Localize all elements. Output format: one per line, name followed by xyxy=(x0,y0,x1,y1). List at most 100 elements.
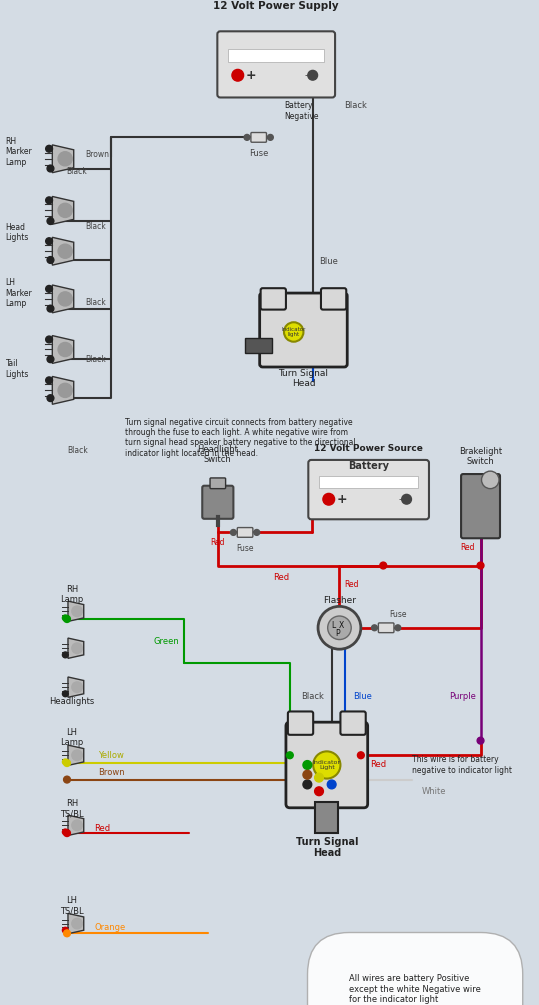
Circle shape xyxy=(267,135,273,141)
Circle shape xyxy=(46,238,52,244)
Circle shape xyxy=(72,681,82,692)
Circle shape xyxy=(72,606,82,616)
Bar xyxy=(319,476,418,487)
FancyBboxPatch shape xyxy=(378,623,394,633)
Polygon shape xyxy=(52,336,74,364)
Circle shape xyxy=(46,146,52,152)
FancyBboxPatch shape xyxy=(286,723,368,808)
Circle shape xyxy=(328,616,351,639)
Circle shape xyxy=(58,383,72,397)
Text: Headlights: Headlights xyxy=(49,697,94,707)
Circle shape xyxy=(46,197,52,204)
Text: Green: Green xyxy=(153,637,179,646)
Text: —: — xyxy=(305,70,315,80)
Text: Fuse: Fuse xyxy=(389,610,406,619)
Text: Red: Red xyxy=(273,573,289,582)
Circle shape xyxy=(72,643,82,653)
Text: Black: Black xyxy=(66,167,87,176)
Text: White: White xyxy=(422,787,447,796)
Circle shape xyxy=(477,738,484,744)
Circle shape xyxy=(323,493,335,506)
Polygon shape xyxy=(52,285,74,313)
FancyBboxPatch shape xyxy=(251,133,266,143)
Circle shape xyxy=(47,356,54,363)
Text: Red: Red xyxy=(94,824,110,833)
Text: Blue: Blue xyxy=(319,257,338,266)
Text: Fuse: Fuse xyxy=(249,149,268,158)
FancyBboxPatch shape xyxy=(237,528,253,538)
Text: Head
Lights: Head Lights xyxy=(6,223,29,242)
Circle shape xyxy=(254,530,260,536)
Text: Battery: Battery xyxy=(348,461,389,471)
Circle shape xyxy=(315,773,323,782)
Polygon shape xyxy=(68,914,84,934)
Text: Indicator
light: Indicator light xyxy=(281,327,306,338)
Text: Red: Red xyxy=(460,544,475,553)
Circle shape xyxy=(47,256,54,263)
Text: Blue: Blue xyxy=(353,692,372,701)
Text: Orange: Orange xyxy=(94,923,126,932)
Circle shape xyxy=(313,752,341,779)
FancyBboxPatch shape xyxy=(461,474,500,539)
FancyBboxPatch shape xyxy=(321,288,346,310)
Circle shape xyxy=(64,760,71,767)
Text: Flasher: Flasher xyxy=(323,596,356,605)
Text: 12 Volt Power Supply: 12 Volt Power Supply xyxy=(213,1,339,11)
Text: LH
Lamp: LH Lamp xyxy=(60,728,84,748)
Text: Red: Red xyxy=(344,581,359,590)
Text: Tail
Lights: Tail Lights xyxy=(6,359,29,379)
Circle shape xyxy=(308,70,317,80)
Polygon shape xyxy=(68,815,84,835)
Circle shape xyxy=(58,152,72,166)
Circle shape xyxy=(64,616,71,622)
Text: Turn Signal
Head: Turn Signal Head xyxy=(279,369,328,388)
Text: Red: Red xyxy=(211,538,225,547)
Text: Black: Black xyxy=(301,692,324,701)
Text: Indicator
Light: Indicator Light xyxy=(313,760,341,771)
Text: All wires are battery Positive
except the white Negative wire
for the indicator : All wires are battery Positive except th… xyxy=(349,974,481,1004)
Circle shape xyxy=(395,625,401,631)
FancyBboxPatch shape xyxy=(288,712,313,735)
Text: Black: Black xyxy=(86,355,106,364)
Circle shape xyxy=(402,494,411,505)
Text: Brakelight
Switch: Brakelight Switch xyxy=(459,447,502,466)
Text: P: P xyxy=(335,629,340,638)
Circle shape xyxy=(380,562,386,569)
Text: X: X xyxy=(339,621,344,630)
Text: Red: Red xyxy=(371,761,386,770)
Text: —: — xyxy=(399,494,409,505)
Text: Black: Black xyxy=(86,222,106,231)
Circle shape xyxy=(244,135,250,141)
Text: RH
Lamp: RH Lamp xyxy=(60,585,84,604)
Circle shape xyxy=(47,395,54,402)
Circle shape xyxy=(46,336,52,343)
FancyBboxPatch shape xyxy=(260,293,347,367)
Circle shape xyxy=(47,218,54,224)
Text: 12 Volt Power Source: 12 Volt Power Source xyxy=(314,444,423,453)
Circle shape xyxy=(47,165,54,172)
Circle shape xyxy=(63,928,68,934)
Text: Brown: Brown xyxy=(98,768,125,777)
FancyBboxPatch shape xyxy=(261,288,286,310)
Text: Black: Black xyxy=(67,446,88,455)
Text: Brown: Brown xyxy=(86,151,109,160)
Text: RH
TS/BL: RH TS/BL xyxy=(60,799,84,818)
Circle shape xyxy=(72,820,82,830)
Text: RH
Marker
Lamp: RH Marker Lamp xyxy=(6,137,32,167)
Polygon shape xyxy=(52,377,74,404)
FancyBboxPatch shape xyxy=(217,31,335,97)
Circle shape xyxy=(46,285,52,292)
Text: LH
Marker
Lamp: LH Marker Lamp xyxy=(6,278,32,308)
Text: This wire is for battery
negative to indicator light: This wire is for battery negative to ind… xyxy=(412,756,513,775)
Circle shape xyxy=(72,919,82,929)
Circle shape xyxy=(58,244,72,258)
Circle shape xyxy=(64,776,71,783)
Circle shape xyxy=(64,830,71,836)
Bar xyxy=(228,49,324,62)
Circle shape xyxy=(284,323,303,342)
Circle shape xyxy=(357,752,364,759)
Circle shape xyxy=(46,377,52,384)
Circle shape xyxy=(303,771,312,779)
Circle shape xyxy=(371,625,377,631)
Bar xyxy=(315,802,338,833)
